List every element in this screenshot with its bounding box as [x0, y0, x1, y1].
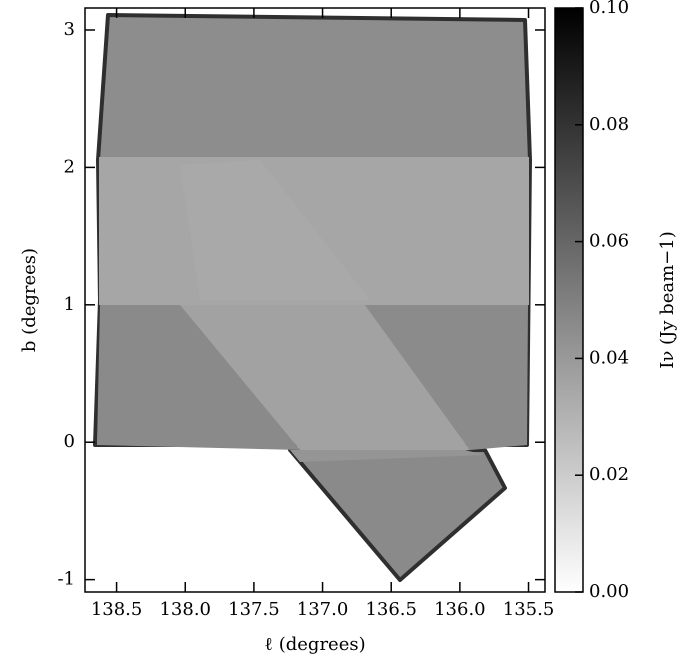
x-tick-label: 135.5	[503, 599, 555, 620]
map-band	[365, 305, 528, 450]
y-tick-label: 2	[64, 156, 75, 177]
colorbar-tick-label: 0.08	[589, 114, 629, 135]
x-axis-label: ℓ (degrees)	[264, 634, 365, 655]
x-tick-label: 138.0	[159, 599, 211, 620]
colorbar-tick-label: 0.00	[589, 581, 629, 602]
colorbar	[554, 7, 584, 593]
y-tick-label: 3	[64, 19, 75, 40]
y-tick-label: 0	[64, 431, 75, 452]
colorbar-tick-label: 0.10	[589, 0, 629, 18]
colorbar-tick-label: 0.06	[589, 231, 629, 252]
y-axis-label: b (degrees)	[19, 248, 40, 352]
y-tick-label: 1	[64, 294, 75, 315]
map-band	[290, 450, 485, 462]
y-tick-label: -1	[57, 569, 75, 590]
x-tick-label: 136.0	[434, 599, 486, 620]
x-tick-label: 136.5	[365, 599, 417, 620]
map-image	[93, 13, 532, 582]
x-tick-label: 137.5	[228, 599, 280, 620]
x-tick-label: 137.0	[297, 599, 349, 620]
map-region	[288, 448, 507, 582]
x-tick-label: 138.5	[91, 599, 143, 620]
plot-frame	[84, 7, 546, 593]
colorbar-label: Iν (Jy beam−1)	[657, 231, 678, 368]
colorbar-tick-label: 0.02	[589, 464, 629, 485]
map-band	[180, 160, 370, 300]
map-band	[97, 305, 300, 450]
map-band	[180, 305, 470, 450]
colorbar-tick-label: 0.04	[589, 347, 629, 368]
